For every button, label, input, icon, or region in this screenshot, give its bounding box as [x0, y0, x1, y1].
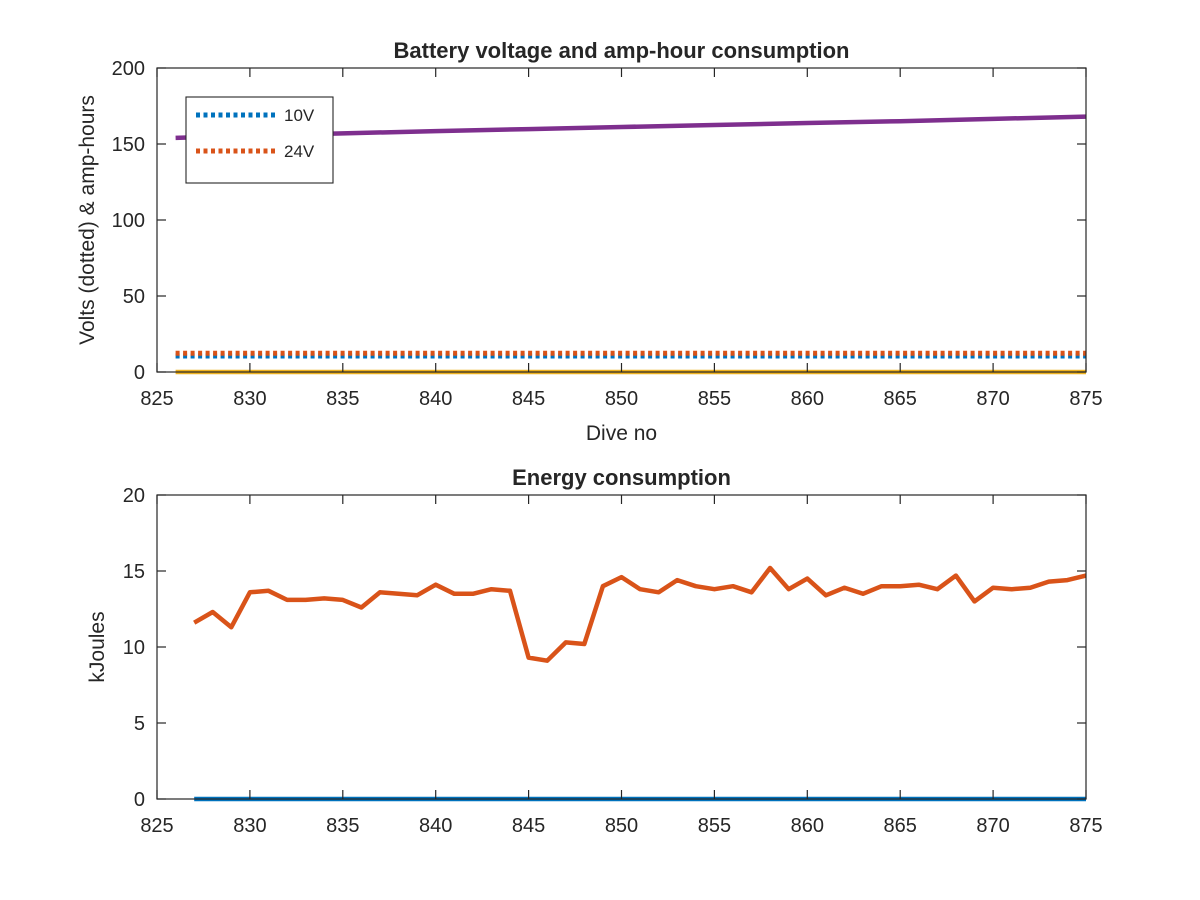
x-tick-label: 855: [698, 388, 731, 410]
x-tick-label: 850: [605, 388, 638, 410]
x-tick-label: 845: [512, 388, 545, 410]
x-tick-label: 840: [419, 815, 452, 837]
x-tick-label: 850: [605, 815, 638, 837]
x-tick-label: 855: [698, 815, 731, 837]
y-tick-label: 10: [123, 637, 145, 659]
x-tick-label: 845: [512, 815, 545, 837]
x-tick-label: 840: [419, 388, 452, 410]
y-axis-label: kJoules: [86, 611, 109, 682]
legend-box: [185, 96, 334, 184]
legend-entry-label: 10V: [284, 106, 315, 125]
x-tick-label: 825: [140, 815, 173, 837]
x-tick-label: 860: [791, 815, 824, 837]
axes-frame: [156, 67, 1087, 373]
y-tick-label: 5: [134, 713, 145, 735]
chart-title: Battery voltage and amp-hour consumption: [394, 38, 850, 63]
x-tick-label: 875: [1069, 388, 1102, 410]
x-tick-label: 865: [884, 815, 917, 837]
energy-consumption-chart: Energy consumption kJoules 825 830 835 840 8…: [86, 465, 1103, 837]
tick-layer: 825 830 835 840 845 850 855 860 865 870 875 0 50 100 1…: [112, 58, 1103, 410]
x-axis-label: Dive no: [586, 422, 657, 445]
y-axis-label: Volts (dotted) & amp-hours: [76, 95, 99, 345]
legend: 10V 24V: [185, 96, 334, 184]
y-tick-label: 50: [123, 286, 145, 308]
y-tick-label: 100: [112, 210, 145, 232]
x-tick-label: 870: [976, 388, 1009, 410]
y-tick-label: 0: [134, 362, 145, 384]
x-tick-label: 875: [1069, 815, 1102, 837]
y-tick-label: 200: [112, 58, 145, 80]
x-tick-label: 825: [140, 388, 173, 410]
x-tick-label: 835: [326, 815, 359, 837]
series-line-2: [193, 565, 1087, 663]
x-tick-label: 865: [884, 388, 917, 410]
legend-entry-label: 24V: [284, 142, 315, 161]
x-tick-label: 870: [976, 815, 1009, 837]
y-tick-label: 0: [134, 789, 145, 811]
voltage-amphour-chart: Battery voltage and amp-hour consumption…: [76, 38, 1103, 445]
y-tick-label: 15: [123, 561, 145, 583]
y-tick-label: 20: [123, 485, 145, 507]
x-tick-label: 835: [326, 388, 359, 410]
y-tick-label: 150: [112, 134, 145, 156]
x-tick-label: 830: [233, 388, 266, 410]
chart-title: Energy consumption: [512, 465, 731, 490]
x-tick-label: 830: [233, 815, 266, 837]
axes-frame: [156, 494, 1087, 800]
x-tick-label: 860: [791, 388, 824, 410]
